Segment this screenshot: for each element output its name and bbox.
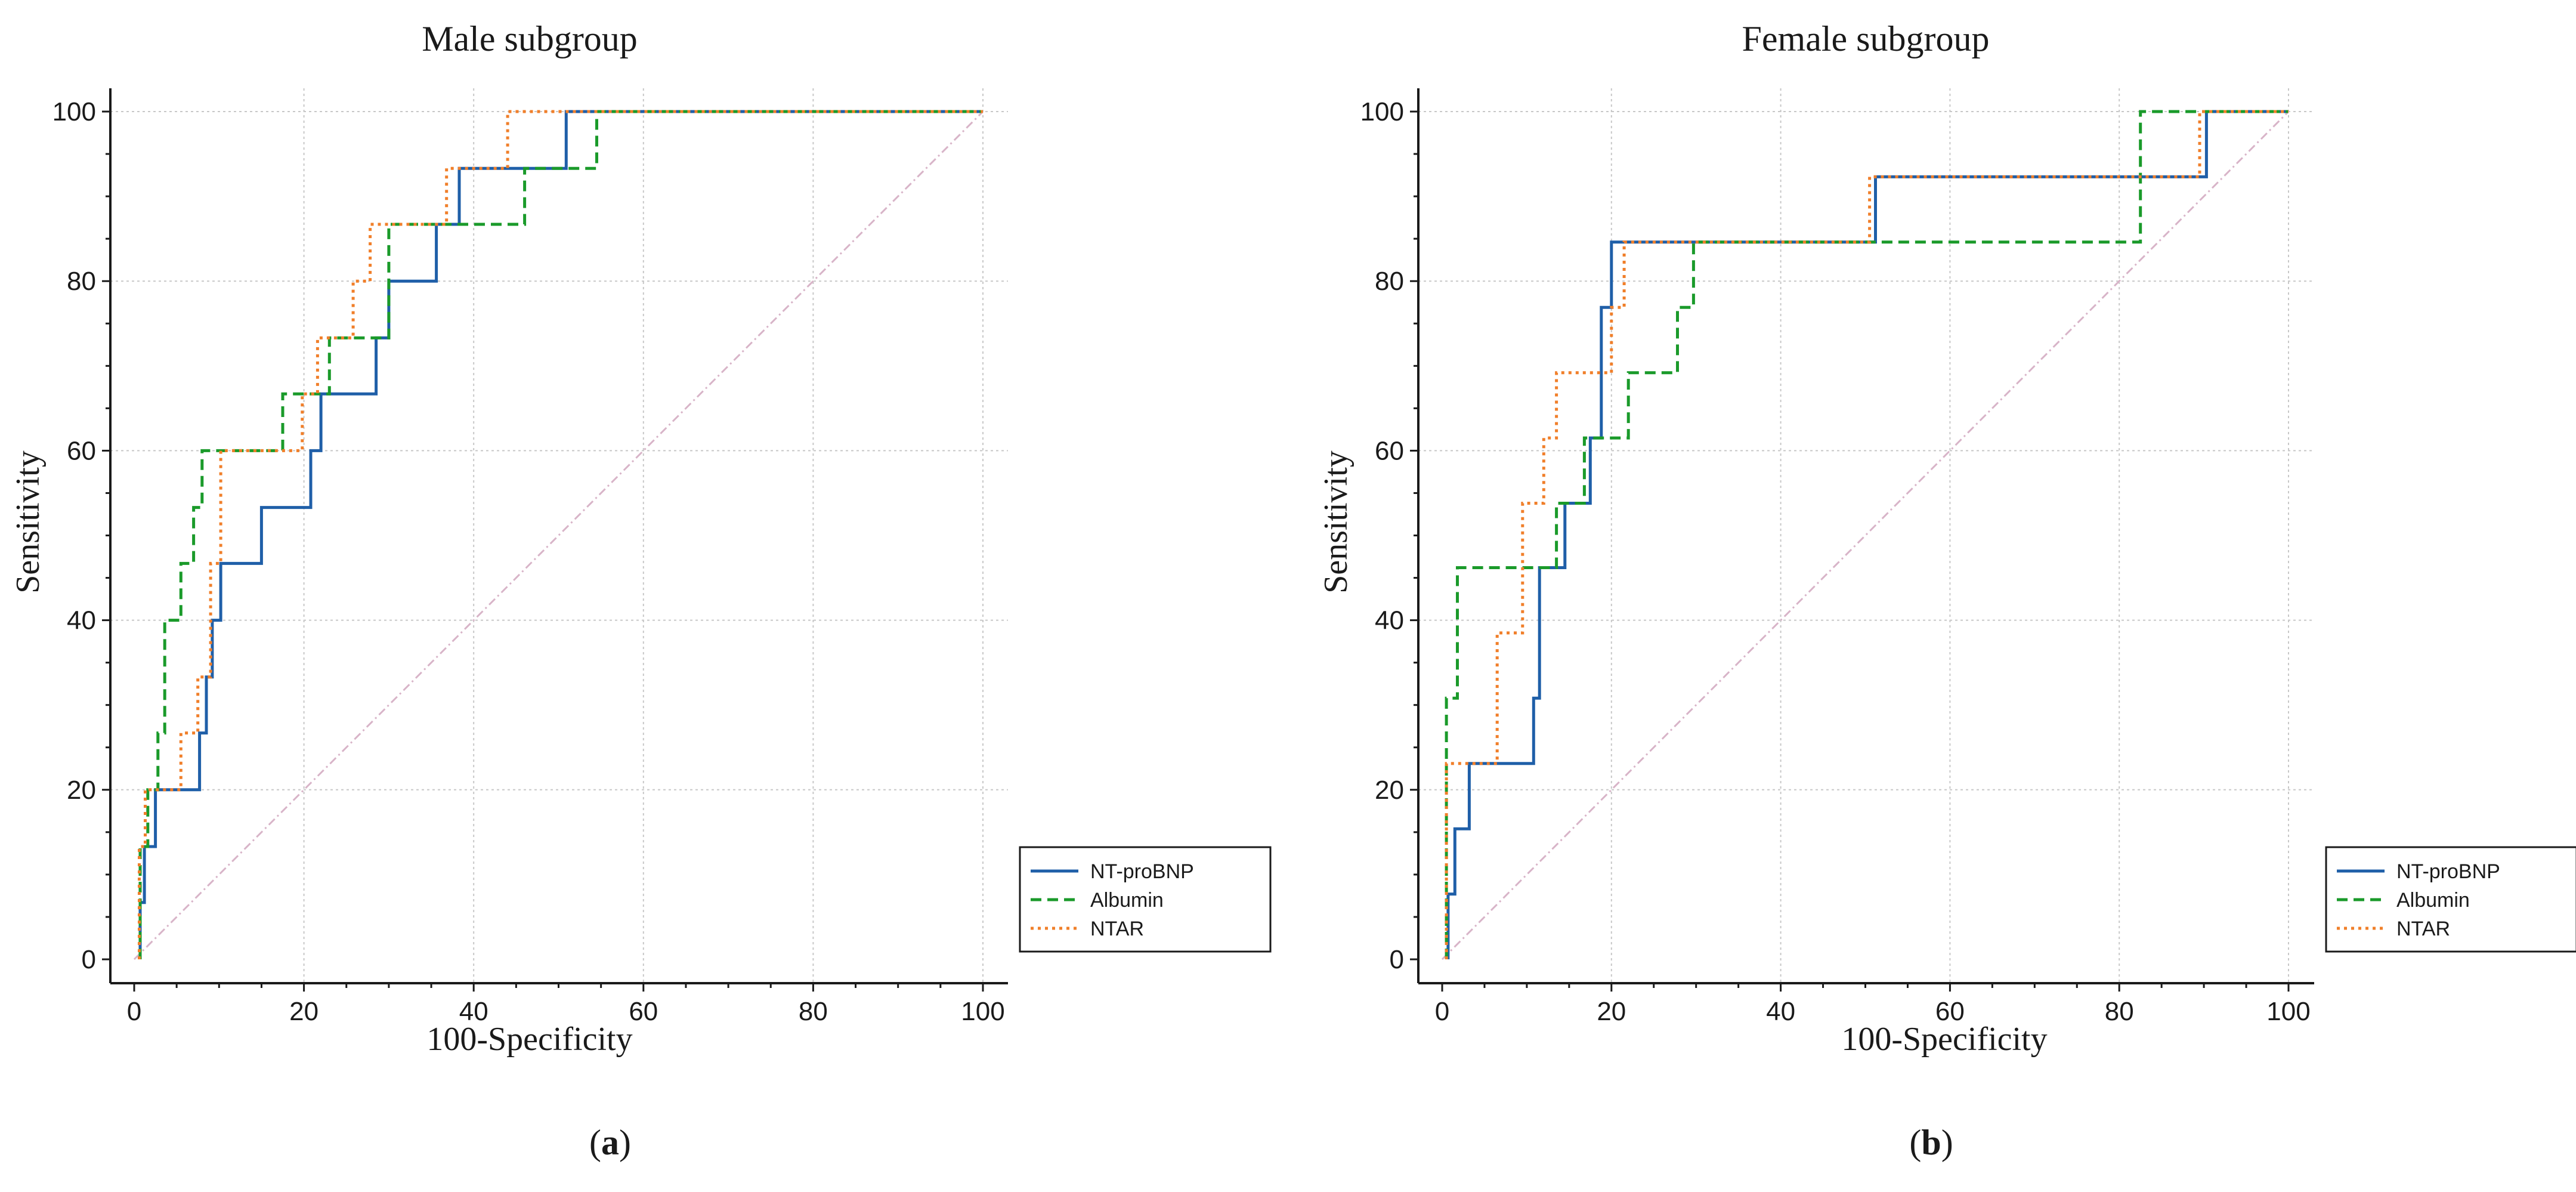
x-tick-label: 80 xyxy=(2105,997,2134,1026)
legend-label: Albumin xyxy=(2396,889,2470,912)
y-tick-label: 60 xyxy=(67,436,96,465)
x-tick-label: 20 xyxy=(1597,997,1626,1026)
reference-line xyxy=(1441,110,2290,961)
x-tick-label: 100 xyxy=(961,997,1004,1026)
y-tick-label: 80 xyxy=(1375,267,1404,296)
reference-line xyxy=(133,110,984,961)
x-tick-label: 100 xyxy=(2266,997,2310,1026)
y-tick-label: 80 xyxy=(67,267,96,296)
series-group xyxy=(1445,110,2289,959)
legend-label: NTAR xyxy=(1090,918,1144,940)
panel-label: (a) xyxy=(589,1123,631,1162)
x-tick-label: 60 xyxy=(629,997,658,1026)
y-tick-label: 20 xyxy=(1375,776,1404,805)
x-tick-label: 40 xyxy=(459,997,488,1026)
legend-label: NTAR xyxy=(2396,918,2450,940)
legend-box xyxy=(1019,846,1272,953)
y-tick-label: 100 xyxy=(1360,97,1404,126)
x-tick-label: 0 xyxy=(1435,997,1449,1026)
tick-labels: 0 20 40 60 80 100 0 20 40 60 80 100 xyxy=(1360,97,2311,1026)
legend-label: NT-proBNP xyxy=(2396,860,2500,883)
legend: NT-proBNP Albumin NTAR xyxy=(1019,846,1272,953)
series-line-nt-probnp xyxy=(1446,110,2289,959)
tick-labels: 0 20 40 60 80 100 0 20 40 60 80 100 xyxy=(52,97,1005,1026)
series-line-albumin xyxy=(1445,110,2289,959)
panel-label: (b) xyxy=(1909,1123,1953,1162)
x-tick-label: 0 xyxy=(127,997,141,1026)
reference-diagonal xyxy=(1441,110,2290,961)
chart-title: Male subgroup xyxy=(422,19,638,58)
y-axis-label: Sensitivity xyxy=(10,450,47,594)
y-axis-label: Sensitivity xyxy=(1318,450,1355,594)
grid xyxy=(1418,88,2314,983)
legend-label: Albumin xyxy=(1090,889,1164,912)
x-tick-label: 20 xyxy=(289,997,318,1026)
y-tick-label: 0 xyxy=(1390,945,1404,974)
legend: NT-proBNP Albumin NTAR xyxy=(2325,846,2576,953)
chart-panel-b: Female subgroup 0 20 40 60 80 100 0 20 40 60 80 100… xyxy=(1318,19,2576,1162)
reference-diagonal xyxy=(133,110,984,961)
legend-box xyxy=(2325,846,2576,953)
chart-title: Female subgroup xyxy=(1742,19,1990,58)
x-tick-label: 60 xyxy=(1935,997,1965,1026)
y-tick-label: 60 xyxy=(1375,436,1404,465)
x-tick-label: 80 xyxy=(799,997,828,1026)
series-line-albumin xyxy=(138,110,983,959)
y-tick-label: 100 xyxy=(52,97,96,126)
x-axis-label: 100-Specificity xyxy=(426,1021,632,1058)
series-line-ntar xyxy=(1445,110,2289,959)
y-tick-label: 40 xyxy=(1375,606,1404,635)
series-line-nt-probnp xyxy=(138,110,983,959)
legend-label: NT-proBNP xyxy=(1090,860,1194,883)
series-group xyxy=(138,110,983,959)
x-tick-label: 40 xyxy=(1766,997,1795,1026)
series-line-ntar xyxy=(138,110,983,959)
chart-panel-a: Male subgroup 0 20 40 60 80 100 0 20 40 60 80 100 1… xyxy=(10,19,1272,1162)
y-tick-label: 0 xyxy=(82,945,96,974)
y-tick-label: 40 xyxy=(67,606,96,635)
y-tick-label: 20 xyxy=(67,776,96,805)
x-axis-label: 100-Specificity xyxy=(1841,1021,2047,1058)
